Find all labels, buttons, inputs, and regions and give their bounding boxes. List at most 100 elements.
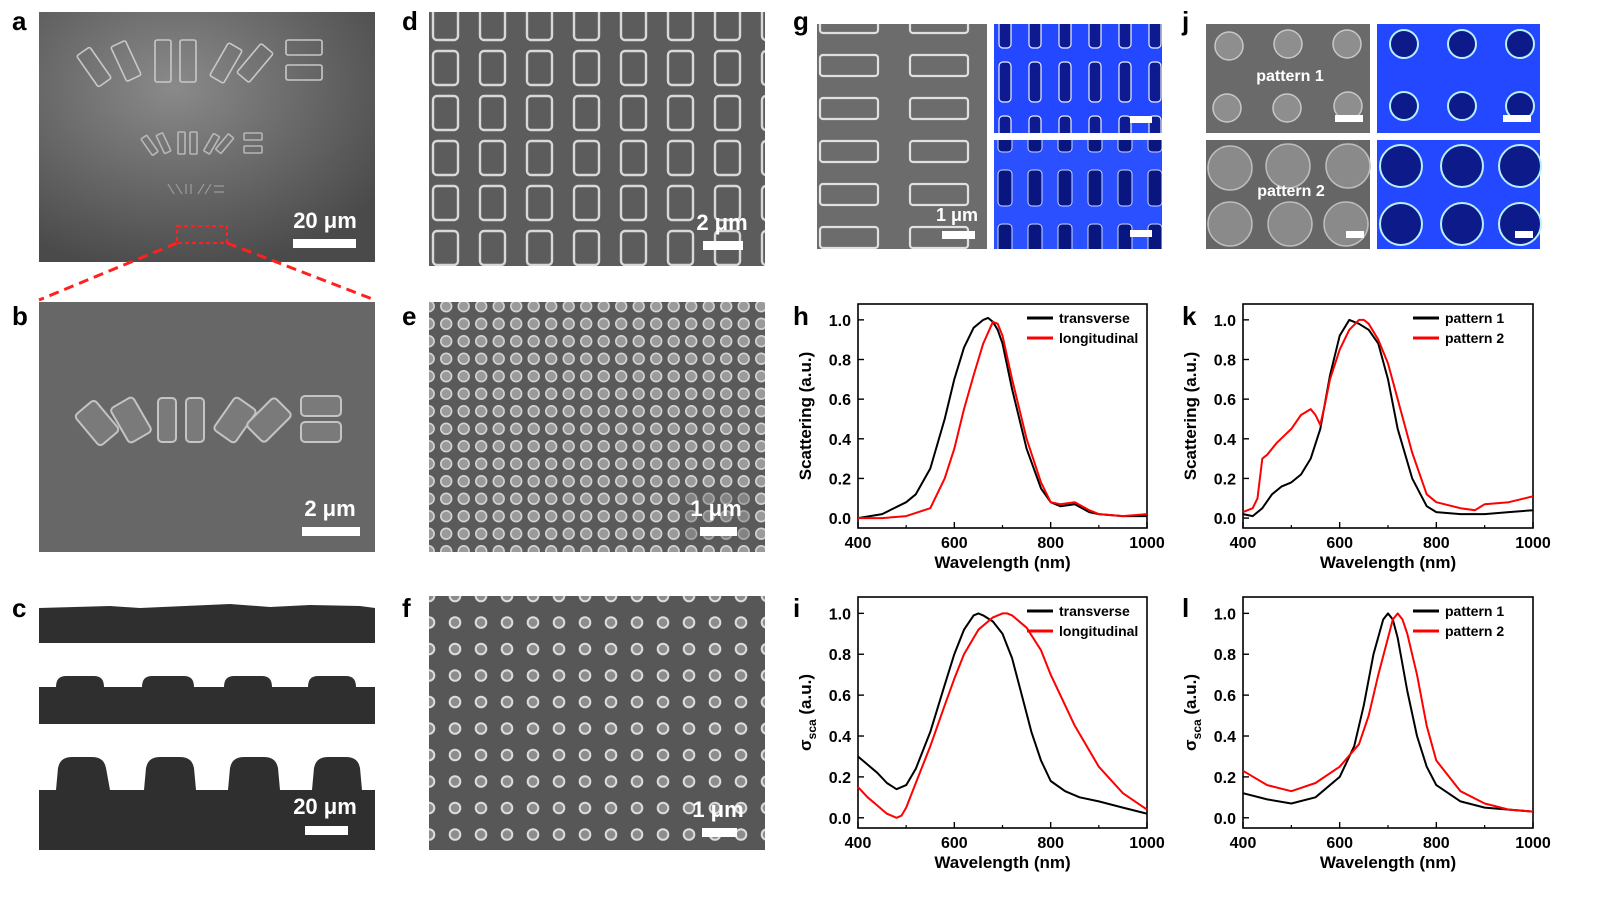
panel-j: pattern 1 pattern 2 j [1181, 6, 1542, 249]
x-tick-label: 600 [1326, 835, 1353, 852]
y-tick-label: 0.8 [1214, 647, 1236, 664]
scalebar-j-bottom [1346, 231, 1364, 238]
x-tick-label: 600 [941, 835, 968, 852]
legend-label: pattern 2 [1445, 623, 1504, 639]
x-tick-label: 400 [1230, 535, 1257, 552]
y-tick-label: 0.2 [1214, 770, 1236, 787]
panel-b: 2 μm b [12, 301, 375, 552]
panel-label-b: b [12, 301, 28, 331]
y-axis-label: σsca (a.u.) [796, 674, 819, 751]
legend-label: pattern 2 [1445, 330, 1504, 346]
scalebar-c [305, 826, 348, 835]
scalebar-b [302, 527, 360, 536]
cross-section-deep [39, 757, 375, 850]
legend-label: transverse [1059, 310, 1130, 326]
y-tick-label: 0.6 [1214, 688, 1236, 705]
panel-label-i: i [793, 593, 800, 623]
series-line-transverse [857, 316, 1147, 520]
scalebar-label-a: 20 μm [293, 208, 357, 233]
x-axis-label: Wavelength (nm) [934, 853, 1070, 872]
x-tick-label: 800 [1037, 535, 1064, 552]
panel-label-a: a [12, 6, 27, 36]
panel-label-h: h [793, 301, 809, 331]
x-tick-label: 1000 [1515, 835, 1551, 852]
sem-features-b [74, 395, 342, 447]
x-tick-label: 800 [1423, 835, 1450, 852]
y-tick-label: 0.4 [1214, 729, 1236, 746]
y-axis-label: Scattering (a.u.) [796, 352, 815, 480]
y-axis-label: σsca (a.u.) [1181, 674, 1204, 751]
y-tick-label: 0.8 [1214, 353, 1236, 370]
x-tick-label: 400 [845, 535, 872, 552]
scalebar-label-d: 2 μm [696, 210, 747, 235]
y-tick-label: 0.2 [1214, 471, 1236, 488]
x-tick-label: 1000 [1129, 835, 1165, 852]
scalebar-f [702, 828, 737, 837]
legend-label: longitudinal [1059, 623, 1138, 639]
y-tick-label: 0.6 [829, 688, 851, 705]
dense-disk-array [429, 302, 765, 552]
legend-label: transverse [1059, 603, 1130, 619]
panel-f: 1 μm f [402, 593, 765, 850]
scalebar-label-g: 1 μm [936, 205, 978, 225]
pattern-1-label: pattern 1 [1256, 68, 1324, 85]
panel-label-k: k [1182, 301, 1197, 331]
panel-e: 1 μm e [402, 301, 765, 552]
panel-label-g: g [793, 6, 809, 36]
sparse-disk-array [429, 596, 765, 850]
y-tick-label: 0.2 [829, 770, 851, 787]
y-tick-label: 0.0 [1214, 811, 1236, 828]
x-tick-label: 1000 [1515, 535, 1551, 552]
x-axis-label: Wavelength (nm) [1320, 853, 1456, 872]
panel-c: 20 μm c [12, 593, 375, 850]
sem-features-a [76, 39, 323, 195]
scalebar-d [703, 241, 743, 250]
chart-h: 400 600 800 1000 0.0 0.2 0.4 0.6 0.8 1.0 Wavelengt… [796, 303, 1165, 572]
chart-k: 400 600 800 1000 0.0 0.2 0.4 0.6 0.8 1.0 Wavelengt… [1181, 303, 1551, 572]
y-tick-label: 1.0 [829, 313, 851, 330]
panel-d: 2 μm d [402, 6, 765, 266]
pattern-2-label: pattern 2 [1257, 183, 1325, 200]
panel-g: 1 μm g [793, 6, 1162, 249]
rod-array-sem [817, 24, 987, 249]
series-line-transverse [857, 612, 1148, 815]
y-tick-label: 0.8 [829, 353, 851, 370]
y-axis-label: Scattering (a.u.) [1181, 352, 1200, 480]
x-axis-label: Wavelength (nm) [934, 553, 1070, 572]
panel-label-e: e [402, 301, 416, 331]
y-tick-label: 0.8 [829, 647, 851, 664]
series-line-longitudinal [858, 320, 1148, 520]
y-tick-label: 1.0 [1214, 606, 1236, 623]
series-line-pattern-2 [1242, 612, 1534, 813]
scalebar-g-sim-bottom [1130, 230, 1152, 237]
scalebar-label-e: 1 μm [690, 496, 741, 521]
rect-nanostructure-array [429, 12, 765, 266]
panel-label-f: f [402, 593, 411, 623]
chart-i: 400 600 800 1000 0.0 0.2 0.4 0.6 0.8 1.0 Wavelengt… [796, 596, 1165, 872]
y-tick-label: 0.6 [1214, 392, 1236, 409]
y-tick-label: 0.4 [829, 432, 851, 449]
panel-a: 20 μm a [12, 6, 375, 262]
y-tick-label: 1.0 [1214, 313, 1236, 330]
zoom-connector-lines [38, 241, 376, 302]
panel-label-l: l [1182, 593, 1189, 623]
scalebar-g [942, 231, 975, 239]
legend-label: pattern 1 [1445, 603, 1504, 619]
panel-label-c: c [12, 593, 26, 623]
y-tick-label: 0.6 [829, 392, 851, 409]
series-line-pattern-2 [1242, 318, 1534, 514]
scalebar-label-b: 2 μm [304, 496, 355, 521]
y-tick-label: 0.4 [1214, 432, 1236, 449]
scalebar-j-sim-bottom [1515, 231, 1533, 238]
x-tick-label: 800 [1423, 535, 1450, 552]
x-tick-label: 600 [941, 535, 968, 552]
x-tick-label: 600 [1326, 535, 1353, 552]
x-axis-label: Wavelength (nm) [1320, 553, 1456, 572]
panel-label-d: d [402, 6, 418, 36]
x-tick-label: 1000 [1129, 535, 1165, 552]
scalebar-e [700, 527, 737, 536]
scalebar-g-sim-top [1130, 116, 1152, 123]
scalebar-j-sim-top [1503, 115, 1531, 122]
y-tick-label: 0.0 [1214, 511, 1236, 528]
